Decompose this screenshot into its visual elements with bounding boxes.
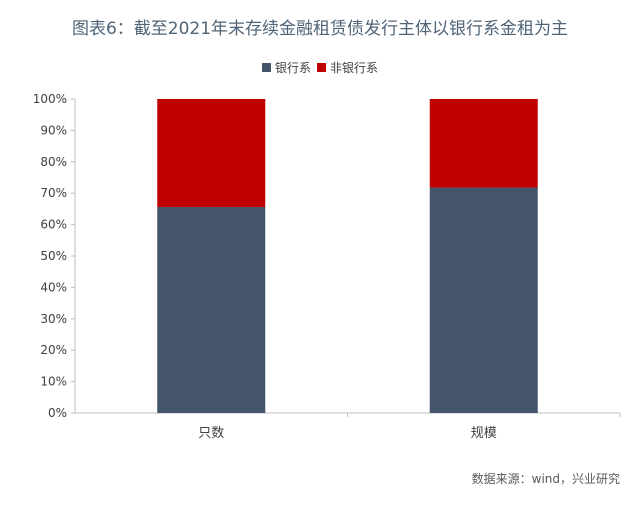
legend-swatch-nonbank xyxy=(317,63,326,72)
y-tick-label: 10% xyxy=(40,375,67,389)
chart-title: 图表6：截至2021年末存续金融租赁债发行主体以银行系金租为主 xyxy=(71,19,569,39)
y-tick-label: 80% xyxy=(40,155,67,169)
y-tick-label: 70% xyxy=(40,186,67,200)
x-category-label: 规模 xyxy=(471,426,497,441)
y-tick-label: 30% xyxy=(40,312,67,326)
x-category-label: 只数 xyxy=(198,426,224,441)
legend-item-bank: 银行系 xyxy=(261,59,311,76)
bar-segment-bank xyxy=(429,187,538,413)
y-tick-label: 90% xyxy=(40,123,67,137)
y-tick-label: 0% xyxy=(48,406,67,420)
bar-segment-bank xyxy=(157,207,266,413)
bar-segment-nonbank xyxy=(429,99,538,188)
legend-label-nonbank: 非银行系 xyxy=(330,61,379,75)
source-note: 数据来源：wind，兴业研究 xyxy=(471,472,620,486)
y-tick-label: 40% xyxy=(40,280,67,294)
y-tick-label: 50% xyxy=(40,249,67,263)
legend-item-nonbank: 非银行系 xyxy=(317,59,378,76)
legend: 银行系 非银行系 xyxy=(0,59,640,76)
legend-swatch-bank xyxy=(261,63,271,72)
bar-segment-nonbank xyxy=(157,99,266,208)
y-tick-label: 60% xyxy=(40,218,67,232)
y-tick-label: 100% xyxy=(33,92,67,106)
legend-label-bank: 银行系 xyxy=(274,61,311,75)
y-tick-label: 20% xyxy=(40,343,67,357)
